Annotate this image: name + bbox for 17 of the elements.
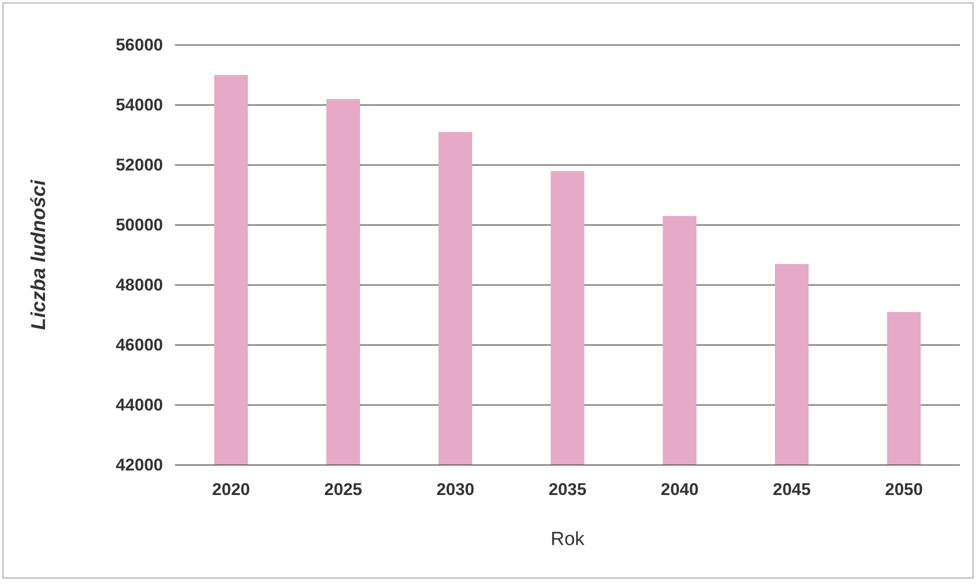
y-tick-label: 54000: [116, 95, 163, 114]
x-tick-label: 2045: [772, 480, 811, 500]
y-tick-label: 52000: [116, 155, 163, 174]
y-tick-label: 56000: [116, 35, 163, 54]
y-tick-label: 48000: [116, 275, 163, 294]
x-tick-label: 2050: [885, 480, 923, 500]
y-tick-label: 46000: [116, 335, 163, 354]
y-tick-label: 42000: [116, 455, 163, 474]
x-axis-title: Rok: [550, 529, 585, 550]
x-tick-label: 2040: [660, 480, 699, 500]
y-tick-label: 50000: [116, 215, 163, 234]
y-tick-label: 44000: [116, 395, 163, 414]
x-tick-label: 2025: [324, 480, 362, 500]
x-tick-label: 2020: [212, 480, 250, 500]
x-tick-label: 2035: [548, 480, 586, 500]
y-axis-title: Liczba ludności: [28, 180, 50, 330]
x-tick-label: 2030: [436, 480, 474, 500]
